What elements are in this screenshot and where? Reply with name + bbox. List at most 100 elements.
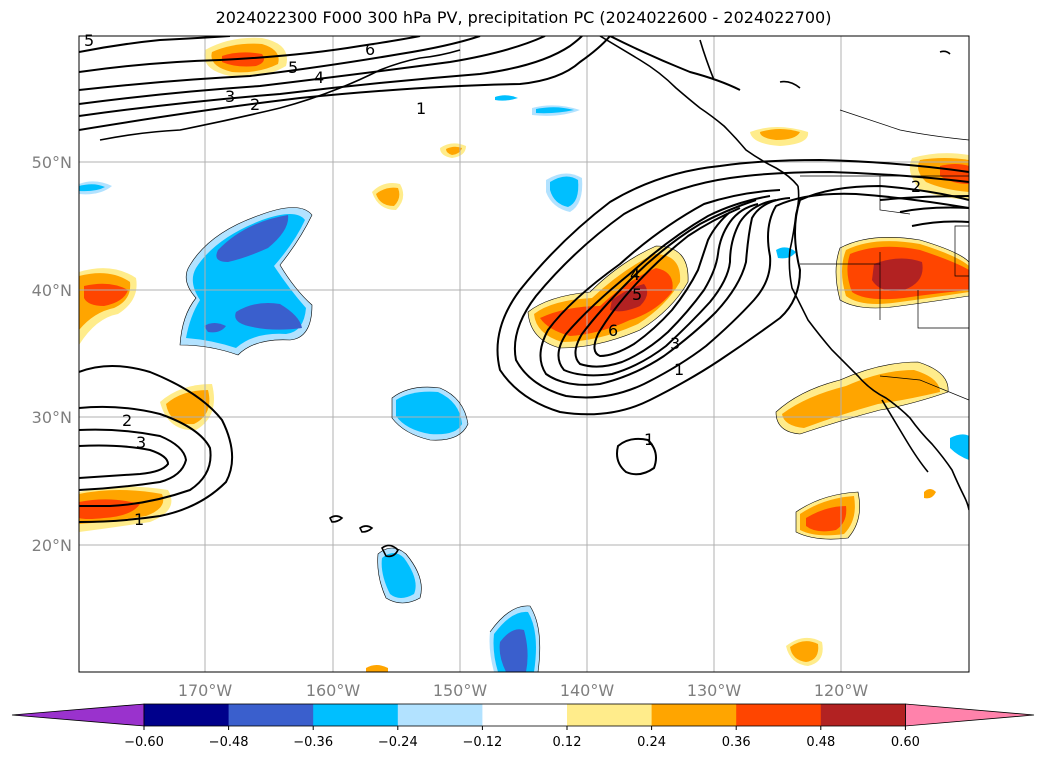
contour-label: 3 bbox=[225, 87, 235, 106]
precip-negative-blob bbox=[396, 391, 462, 435]
pv-contour-line bbox=[79, 36, 481, 91]
latitude-labels: 50°N 40°N 30°N 20°N bbox=[32, 153, 72, 555]
colorbar-tick-label: −0.36 bbox=[293, 735, 333, 750]
precip-negative-blob bbox=[495, 95, 518, 101]
colorbar-tick-label: 0.24 bbox=[637, 735, 666, 750]
pv-contour-line bbox=[79, 36, 611, 131]
contour-label: 3 bbox=[670, 334, 680, 353]
contour-label: 6 bbox=[365, 40, 375, 59]
precip-negative-blob bbox=[550, 176, 579, 207]
precip-negative-blob bbox=[499, 629, 528, 672]
contour-label: 6 bbox=[608, 321, 618, 340]
contour-label: 2 bbox=[250, 95, 260, 114]
pv-contour-line bbox=[79, 36, 421, 73]
precip-negative-blob bbox=[536, 107, 574, 114]
map-title: 2024022300 F000 300 hPa PV, precipitatio… bbox=[215, 8, 832, 27]
colorbar-bin bbox=[313, 704, 399, 726]
colorbar-bin bbox=[397, 704, 483, 726]
pv-contour-line bbox=[496, 158, 969, 416]
colorbar-tick-label: 0.12 bbox=[553, 735, 582, 750]
precip-positive-blob bbox=[760, 129, 800, 140]
colorbar-tick-label: −0.48 bbox=[209, 735, 249, 750]
precip-positive-blob bbox=[446, 146, 462, 155]
political-borders bbox=[800, 109, 969, 401]
lat-label-50n: 50°N bbox=[32, 153, 72, 172]
lon-label-140w: 140°W bbox=[560, 681, 615, 700]
colorbar-tick-label: 0.48 bbox=[806, 735, 835, 750]
lon-label-120w: 120°W bbox=[814, 681, 869, 700]
pv-contour-line bbox=[79, 444, 170, 479]
pv-contour-line bbox=[557, 195, 777, 377]
precip-positive-blob bbox=[872, 258, 923, 291]
colorbar-tick-label: 0.60 bbox=[891, 735, 920, 750]
contour-labels: 5 6 5 4 3 2 1 2 3 1 4 5 6 3 1 1 2 bbox=[84, 31, 921, 529]
contour-label: 4 bbox=[314, 68, 324, 87]
contour-label: 4 bbox=[630, 265, 640, 284]
lon-label-150w: 150°W bbox=[433, 681, 488, 700]
map-area bbox=[79, 36, 969, 672]
pv-contour-line bbox=[539, 189, 791, 386]
pv-contour-line bbox=[609, 36, 741, 91]
pv-contour-line bbox=[616, 437, 657, 476]
colorbar-tick-label: −0.24 bbox=[378, 735, 418, 750]
colorbar-bin bbox=[482, 704, 568, 726]
lon-label-160w: 160°W bbox=[306, 681, 361, 700]
lon-label-170w: 170°W bbox=[178, 681, 233, 700]
precip-positive-blob bbox=[366, 665, 388, 672]
precip-positive-blob bbox=[540, 268, 673, 336]
lat-lon-grid bbox=[79, 36, 969, 672]
colorbar-bin bbox=[567, 704, 653, 726]
precip-negative-blob bbox=[79, 184, 105, 192]
pv-contour-line bbox=[79, 405, 212, 507]
pv-contour-line bbox=[513, 170, 969, 399]
contour-label: 3 bbox=[136, 433, 146, 452]
precip-positive-blob bbox=[924, 489, 936, 499]
precip-positive-blob bbox=[806, 506, 847, 532]
pv-contour-line bbox=[79, 428, 188, 491]
colorbar-tick-label: −0.12 bbox=[462, 735, 502, 750]
precip-negative-blob bbox=[776, 247, 796, 259]
colorbar-bin bbox=[144, 704, 230, 726]
contour-label: 2 bbox=[911, 177, 921, 196]
contour-label: 1 bbox=[674, 360, 684, 379]
longitude-labels: 170°W 160°W 150°W 140°W 130°W 120°W bbox=[178, 681, 869, 700]
precip-negative-blob bbox=[950, 434, 969, 460]
precip-negative-blob bbox=[216, 215, 289, 262]
pv-contour-line bbox=[79, 36, 583, 117]
precip-negative-blob bbox=[204, 323, 226, 333]
contour-label: 5 bbox=[632, 285, 642, 304]
pv-contour-line bbox=[899, 206, 969, 213]
coastlines bbox=[99, 36, 969, 558]
precip-positive-blob bbox=[790, 641, 819, 662]
pv-contours bbox=[79, 36, 969, 523]
colorbar-bin bbox=[736, 704, 822, 726]
colorbar-bin bbox=[651, 704, 737, 726]
colorbar-outline bbox=[143, 703, 906, 727]
pv-contour-line bbox=[79, 36, 546, 105]
lon-label-130w: 130°W bbox=[687, 681, 742, 700]
colorbar-bin bbox=[820, 704, 906, 726]
contour-label: 5 bbox=[84, 31, 94, 50]
colorbar-tick-label: 0.36 bbox=[722, 735, 751, 750]
colorbar-extend-low bbox=[11, 703, 145, 727]
contour-label: 2 bbox=[122, 411, 132, 430]
contour-label: 5 bbox=[288, 58, 298, 77]
precip-positive-blob bbox=[782, 370, 940, 428]
pv-contour-line bbox=[79, 365, 234, 523]
pv-contour-line bbox=[879, 195, 969, 201]
pv-contour-line bbox=[911, 220, 969, 227]
contour-label: 1 bbox=[416, 99, 426, 118]
colorbar-tick-label: −0.60 bbox=[124, 735, 164, 750]
precip-positive-blob bbox=[84, 283, 128, 306]
pv-contour-line bbox=[593, 207, 741, 358]
contour-label: 1 bbox=[134, 510, 144, 529]
pv-contour-line bbox=[79, 36, 231, 53]
colorbar-bin bbox=[228, 704, 314, 726]
lat-label-30n: 30°N bbox=[32, 408, 72, 427]
lat-label-40n: 40°N bbox=[32, 281, 72, 300]
colorbar-extend-high bbox=[905, 703, 1035, 727]
precip-negative-blob bbox=[235, 303, 302, 330]
lat-label-20n: 20°N bbox=[32, 536, 72, 555]
precip-positive-blob bbox=[376, 187, 400, 206]
